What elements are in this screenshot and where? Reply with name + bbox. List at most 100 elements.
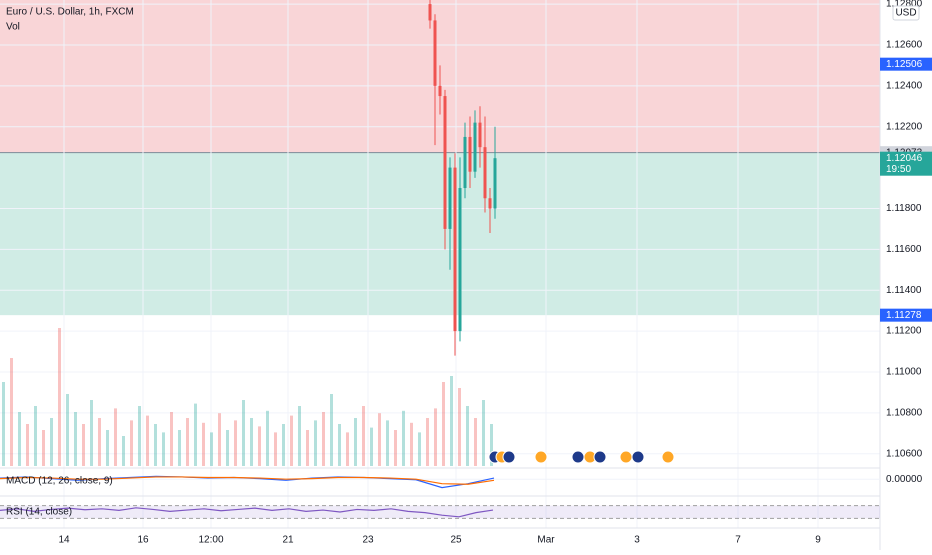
x-tick-label: 12:00 [198,535,223,546]
event-icon [502,450,516,464]
candle-body [428,4,432,21]
volume-bar [138,406,141,466]
candle-body [478,122,482,148]
volume-bar [418,432,421,466]
x-tick-label: Mar [537,535,555,546]
volume-bar [2,382,5,466]
candle-body [468,136,472,172]
volume-label: Vol [6,22,20,33]
volume-bar [338,424,341,466]
volume-bar [58,328,61,466]
volume-bar [458,388,461,466]
candle-body [483,147,487,199]
volume-bar [362,406,365,466]
volume-bar [18,412,21,466]
volume-bar [34,406,37,466]
volume-bar [450,376,453,466]
price-tag-label: 1.12506 [886,59,923,70]
y-tick-label: 1.12200 [886,121,923,132]
volume-bar [330,394,333,466]
event-icon [661,450,675,464]
y-tick-label: 1.12600 [886,40,923,51]
candle-body [453,167,457,332]
volume-bar [242,400,245,466]
x-tick-label: 25 [450,535,462,546]
volume-bar [234,420,237,466]
volume-bar [10,358,13,466]
price-tag [880,57,932,71]
chart-title: Euro / U.S. Dollar, 1h, FXCM [6,7,134,18]
volume-bar [202,422,205,466]
volume-bar [26,424,29,466]
y-tick-label: 1.11800 [886,203,922,214]
volume-bar [298,406,301,466]
y-tick-label: 1.12800 [886,0,923,10]
volume-bar [194,403,197,466]
volume-bar [210,432,213,466]
macd-label: MACD (12, 26, close, 9) [6,476,113,487]
volume-bar [474,418,477,466]
volume-bar [306,430,309,466]
volume-bar [410,422,413,466]
candle-body [433,20,437,86]
volume-bar [370,427,373,466]
y-tick-label: 1.11200 [886,326,922,337]
currency: USD [895,8,916,19]
volume-bar [146,415,149,466]
volume-bar [282,424,285,466]
volume-bar [226,430,229,466]
y-tick-label: 1.11600 [886,244,922,255]
volume-bar [114,408,117,466]
volume-bar [82,424,85,466]
candle-body [473,122,477,172]
volume-bar [394,430,397,466]
rsi-label: RSI (14, close) [6,507,72,518]
volume-bar [122,436,125,466]
volume-bar [434,408,437,466]
volume-bar [314,420,317,466]
y-tick-label: 1.10600 [886,448,923,459]
volume-bar [354,418,357,466]
event-icon [631,450,645,464]
candle-body [448,167,452,229]
volume-bar [402,410,405,466]
candle-body [463,136,467,189]
event-icon [571,450,585,464]
volume-bar [346,432,349,466]
candle-body [438,85,442,97]
price-tag-label: 1.11278 [886,310,922,321]
volume-bar [50,418,53,466]
volume-bar [186,418,189,466]
countdown: 19:50 [886,164,911,175]
volume-bar [322,412,325,466]
volume-bar [442,382,445,466]
volume-bar [42,430,45,466]
y-tick-label: 0.00000 [886,474,923,485]
volume-bar [74,412,77,466]
candle-body [458,188,462,332]
x-tick-label: 14 [58,535,70,546]
volume-bar [378,413,381,466]
volume-bar [178,430,181,466]
volume-bar [466,406,469,466]
rsi-line [0,507,494,518]
signal-line [0,476,495,485]
price-tag-label: 1.12046 [886,153,923,164]
target-zone [0,152,880,316]
volume-bar [162,432,165,466]
volume-bar [106,430,109,466]
volume-bar [386,420,389,466]
volume-bar [274,432,277,466]
x-tick-label: 23 [362,535,374,546]
volume-bar [482,400,485,466]
volume-bar [258,426,261,466]
currency-box [892,5,920,21]
volume-bar [290,415,293,466]
y-tick-label: 1.10800 [886,408,923,419]
x-tick-label: 9 [815,535,821,546]
volume-bar [98,418,101,466]
y-tick-label: 1.12400 [886,80,923,91]
y-tick-label: 1.11400 [886,285,922,296]
x-tick-label: 7 [735,535,741,546]
event-icon [593,450,607,464]
